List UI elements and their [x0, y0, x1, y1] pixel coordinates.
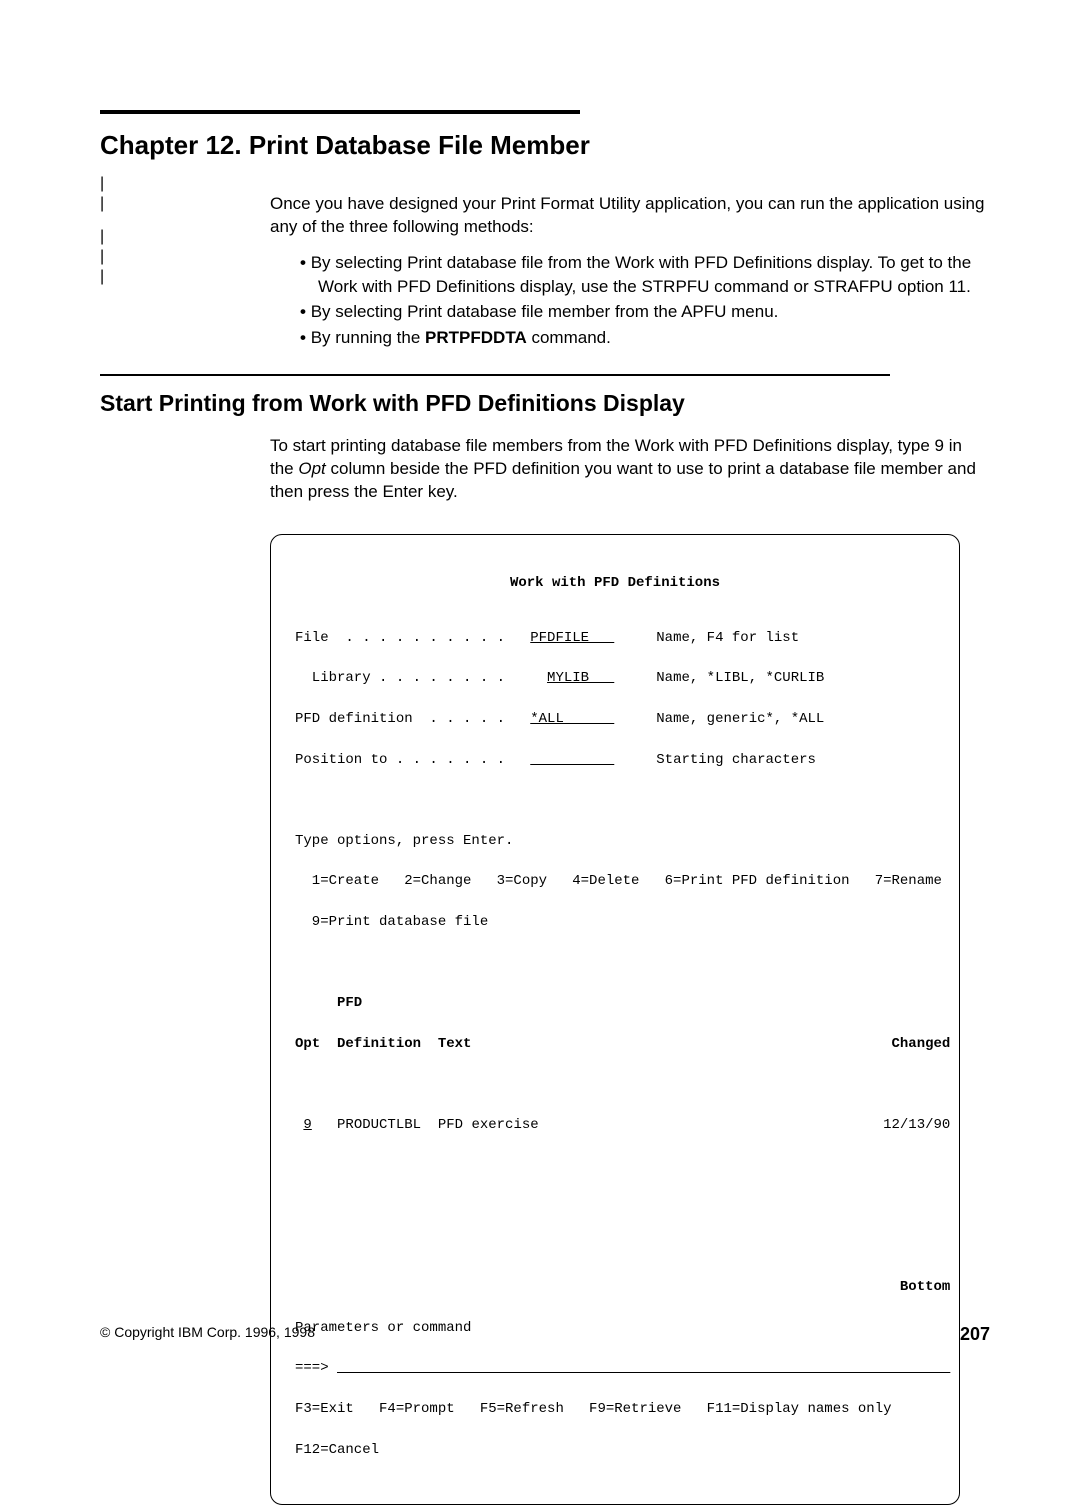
- chapter-title: Chapter 12. Print Database File Member: [100, 130, 990, 161]
- options-line: 1=Create 2=Change 3=Copy 4=Delete 6=Prin…: [295, 871, 935, 891]
- revision-bar: |: [100, 175, 104, 193]
- bullet3-command: PRTPFDDTA: [425, 328, 527, 347]
- type-options: Type options, press Enter.: [295, 831, 935, 851]
- file-desc: Name, F4 for list: [614, 630, 799, 646]
- terminal-title: Work with PFD Definitions: [295, 573, 935, 593]
- fkeys2: F12=Cancel: [295, 1440, 935, 1460]
- section-rule: [100, 374, 890, 376]
- pos-line: Position to . . . . . . . Starting chara…: [295, 750, 935, 770]
- header-cols: Opt Definition Text Changed: [295, 1034, 935, 1054]
- blank-line: [295, 953, 935, 973]
- blank-line: [295, 1074, 935, 1094]
- opt-value: 9: [303, 1117, 311, 1133]
- cmdline-field: [337, 1360, 950, 1376]
- chapter-rule: [100, 110, 580, 114]
- pos-desc: Starting characters: [614, 752, 816, 768]
- cmd-prompt: ===>: [295, 1358, 935, 1378]
- file-line: File . . . . . . . . . . PFDFILE Name, F…: [295, 628, 935, 648]
- section-paragraph: To start printing database file members …: [270, 435, 990, 504]
- prompt-arrow: ===>: [295, 1360, 337, 1376]
- row-rest: PRODUCTLBL PFD exercise 12/13/90: [312, 1117, 951, 1133]
- blank-line: [295, 1196, 935, 1216]
- revision-bar: |: [100, 268, 104, 286]
- intro-paragraph: Once you have designed your Print Format…: [270, 193, 990, 239]
- blank-line: [295, 1155, 935, 1175]
- pos-label: Position to . . . . . . .: [295, 752, 530, 768]
- bullet3-prefix: By running the: [311, 328, 425, 347]
- section-para-2: column beside the PFD definition you wan…: [270, 459, 976, 501]
- blank-line: [295, 790, 935, 810]
- data-row: 9 PRODUCTLBL PFD exercise 12/13/90: [295, 1115, 935, 1135]
- bullet-item-1: By selecting Print database file from th…: [300, 251, 990, 299]
- lib-value: MYLIB: [547, 670, 614, 686]
- lib-label: Library . . . . . . . .: [295, 670, 547, 686]
- header-pfd: PFD: [295, 993, 935, 1013]
- revision-bar: |: [100, 248, 104, 266]
- bullet-item-3: By running the PRTPFDDTA command.: [300, 326, 990, 350]
- terminal-screen: Work with PFD Definitions File . . . . .…: [270, 534, 960, 1505]
- section-title: Start Printing from Work with PFD Defini…: [100, 390, 990, 417]
- revision-bar: |: [100, 195, 104, 213]
- bullet3-suffix: command.: [527, 328, 611, 347]
- pfd-line: PFD definition . . . . . *ALL Name, gene…: [295, 709, 935, 729]
- bottom-label: Bottom: [295, 1277, 935, 1297]
- pfd-desc: Name, generic*, *ALL: [614, 711, 824, 727]
- blank-line: [295, 1237, 935, 1257]
- opt-italic: Opt: [298, 459, 325, 478]
- methods-list: By selecting Print database file from th…: [300, 251, 990, 350]
- file-label: File . . . . . . . . . .: [295, 630, 530, 646]
- pfd-value: *ALL: [530, 711, 614, 727]
- fkeys1: F3=Exit F4=Prompt F5=Refresh F9=Retrieve…: [295, 1399, 935, 1419]
- lib-desc: Name, *LIBL, *CURLIB: [614, 670, 824, 686]
- pfd-label: PFD definition . . . . .: [295, 711, 530, 727]
- revision-bar: |: [100, 228, 104, 246]
- bullet-item-2: By selecting Print database file member …: [300, 300, 990, 324]
- page-footer: © Copyright IBM Corp. 1996, 1998 207: [100, 1324, 990, 1345]
- copyright: © Copyright IBM Corp. 1996, 1998: [100, 1324, 315, 1345]
- lib-line: Library . . . . . . . . MYLIB Name, *LIB…: [295, 668, 935, 688]
- options-line2: 9=Print database file: [295, 912, 935, 932]
- page-number: 207: [960, 1324, 990, 1345]
- file-value: PFDFILE: [530, 630, 614, 646]
- pos-value: [530, 752, 614, 768]
